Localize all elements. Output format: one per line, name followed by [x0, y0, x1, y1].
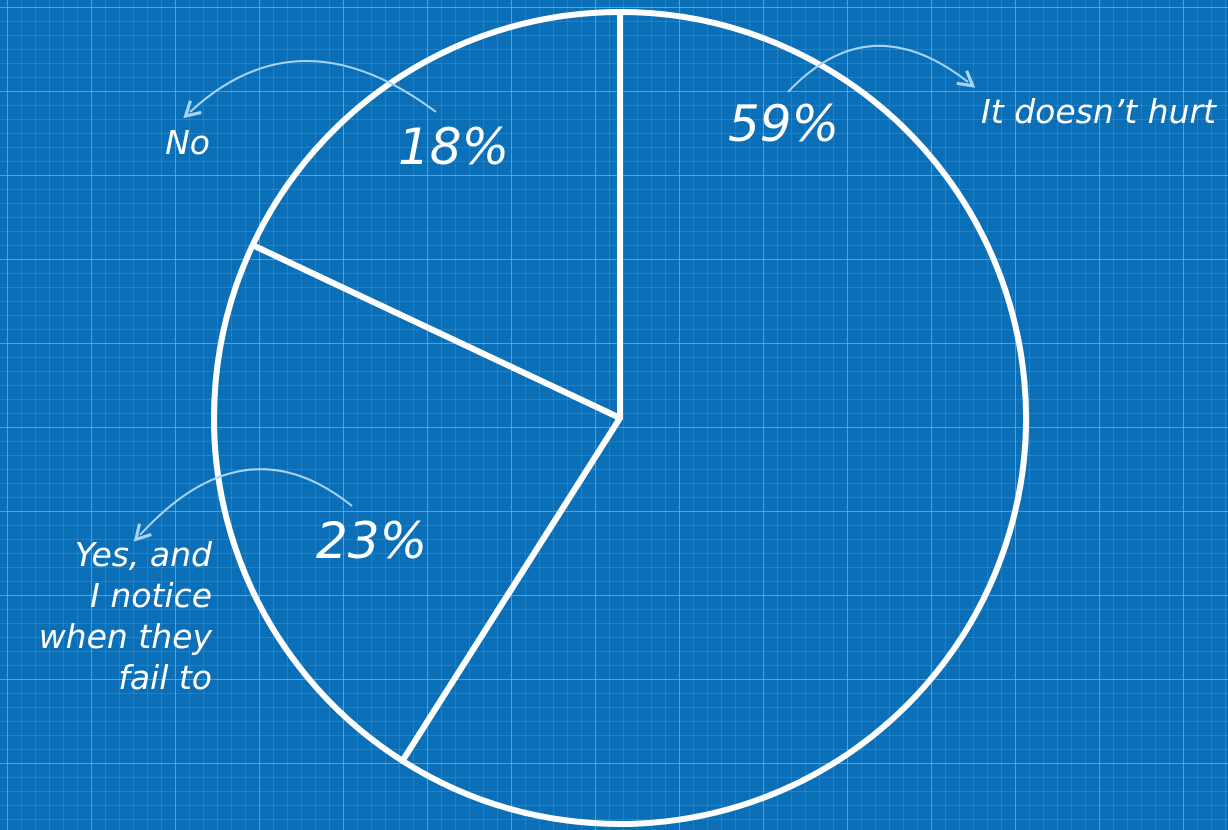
pie-slice-it-doesn-t-hurt [399, 9, 1029, 827]
pie-slice-yes-and-i-notice-when-they-fail-to [211, 242, 623, 764]
pie-slice-no [249, 9, 623, 421]
data-label-it-doesn-t-hurt: 59% [728, 95, 839, 153]
data-label-yes-and-i-notice-when-they-fail-to: 23% [316, 512, 427, 570]
category-label-no: No [165, 123, 210, 162]
data-label-no: 18% [398, 118, 509, 176]
pointer-arrow-no [183, 60, 437, 119]
category-label-it-doesn-t-hurt: It doesn’t hurt [981, 92, 1217, 131]
category-label-yes-and-i-notice-when-they-fail-to: Yes, and I notice when they fail to [39, 535, 213, 697]
pointer-arrow-yes-and-i-notice-when-they-fail-to [133, 468, 353, 542]
pointer-arrow-it-doesn-t-hurt [787, 44, 976, 93]
